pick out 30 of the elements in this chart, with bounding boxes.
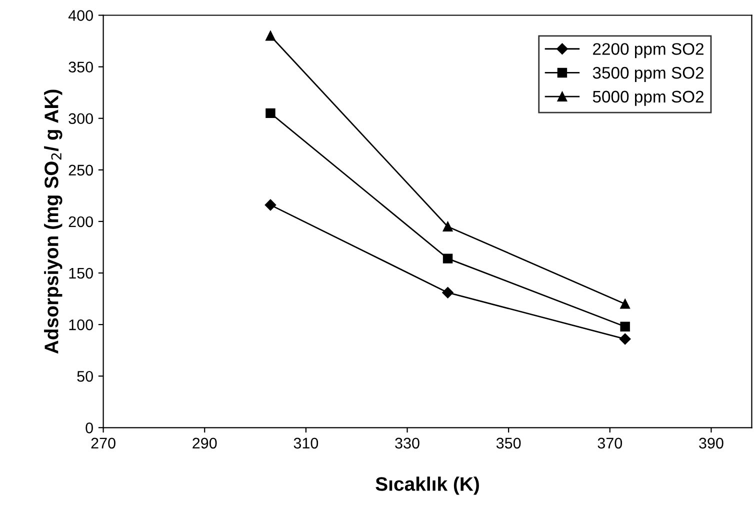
- point: [442, 286, 454, 298]
- x-axis-title: Sıcaklık (K): [376, 476, 479, 495]
- point: [619, 333, 631, 345]
- y-tick-label: 50: [77, 370, 93, 382]
- point: [266, 108, 276, 118]
- legend-label: 5000 ppm SO2: [592, 90, 704, 106]
- y-tick-label: 400: [68, 10, 93, 21]
- x-tick-label: 290: [192, 438, 217, 449]
- x-tick-label: 310: [294, 438, 318, 449]
- y-tick-label: 0: [86, 422, 93, 434]
- x-tick-label: 390: [699, 438, 724, 449]
- point: [442, 222, 453, 232]
- y-tick-label: 200: [68, 216, 93, 228]
- y-tick-label: 250: [68, 164, 93, 176]
- point: [620, 322, 630, 332]
- point: [266, 31, 276, 41]
- x-tick-label: 330: [395, 438, 420, 449]
- y-tick-label: 300: [68, 113, 93, 124]
- x-tick-label: 350: [496, 438, 521, 449]
- legend-label: 3500 ppm SO2: [592, 66, 704, 82]
- legend-label: 2200 ppm SO2: [593, 43, 704, 58]
- y-tick-label: 100: [69, 319, 93, 330]
- x-tick-label: 270: [91, 438, 116, 449]
- point: [264, 199, 276, 211]
- point: [620, 299, 630, 309]
- point: [442, 254, 453, 264]
- x-tick-label: 370: [598, 438, 622, 449]
- y-tick-label: 350: [68, 62, 93, 72]
- y-tick-label: 150: [69, 268, 93, 279]
- y-axis-title: Adsorpsiyon (mg SO$_{2}$/ g AK): [44, 90, 62, 354]
